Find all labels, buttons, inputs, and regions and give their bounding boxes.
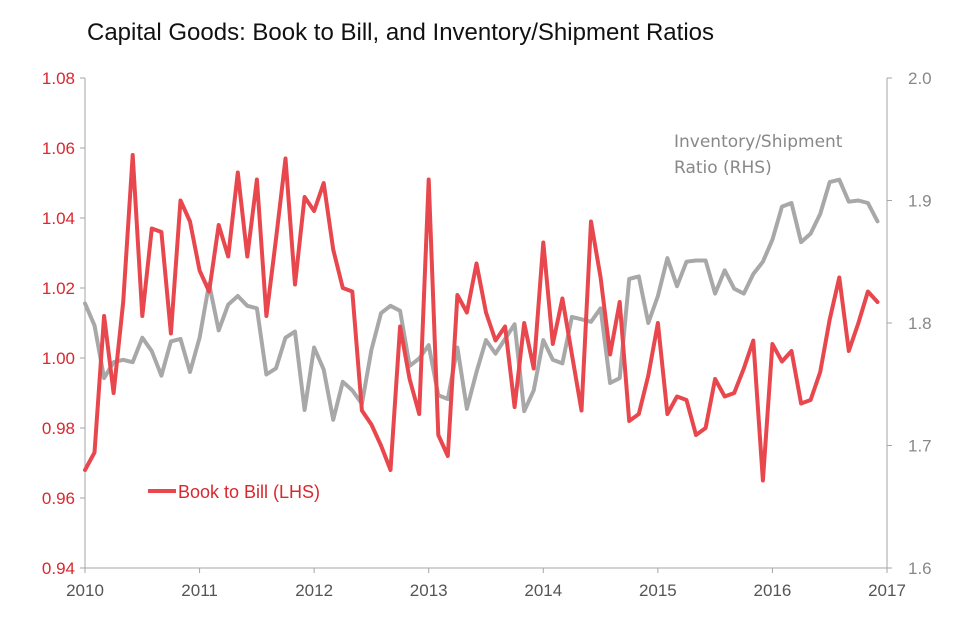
chart-title: Capital Goods: Book to Bill, and Invento… [87,19,714,46]
series-line-inventory-shipment [83,177,880,422]
rhs-annotation-line-2: Ratio (RHS) [674,158,772,178]
left-tick-label: 0.94 [42,559,75,578]
left-tick-label: 1.02 [42,279,75,298]
x-tick-label: 2013 [410,581,448,600]
series-line-book-to-bill [83,153,880,483]
left-tick-label: 1.04 [42,209,75,228]
right-tick-label: 2.0 [908,69,932,88]
x-tick-label: 2016 [754,581,792,600]
legend: Book to Bill (LHS) [148,482,320,502]
series-layer [83,153,880,483]
right-tick-label: 1.8 [908,314,932,333]
rhs-annotation: Inventory/Shipment Ratio (RHS) [674,132,843,178]
left-tick-label: 1.06 [42,139,75,158]
x-tick-label: 2012 [295,581,333,600]
left-tick-label: 1.08 [42,69,75,88]
right-tick-label: 1.7 [908,437,932,456]
x-tick-label: 2010 [66,581,104,600]
rhs-annotation-line-1: Inventory/Shipment [674,132,843,152]
right-tick-label: 1.6 [908,559,932,578]
x-tick-label: 2017 [868,581,906,600]
left-y-axis-ticks: 0.94 0.96 0.98 1.00 1.02 1.04 1.06 1.08 [42,69,85,578]
x-tick-label: 2011 [181,581,218,600]
x-axis-ticks: 2010 2011 2012 2013 2014 2015 2016 2017 [66,568,906,600]
left-tick-label: 0.98 [42,419,75,438]
right-y-axis-ticks: 1.6 1.7 1.8 1.9 2.0 [887,69,932,578]
right-tick-label: 1.9 [908,192,932,211]
x-tick-label: 2015 [639,581,677,600]
left-tick-label: 1.00 [42,349,75,368]
legend-label-book-to-bill: Book to Bill (LHS) [178,482,320,502]
left-tick-label: 0.96 [42,489,75,508]
x-tick-label: 2014 [524,581,562,600]
